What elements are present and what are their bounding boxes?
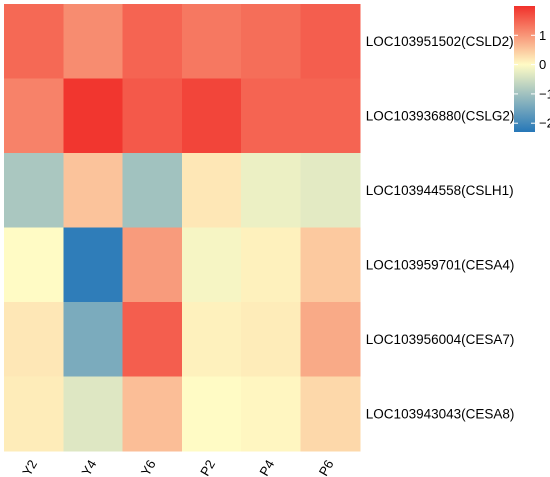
heatmap-cell-r5-c2	[122, 376, 183, 452]
heatmap-cell-r5-c5	[300, 376, 361, 452]
heatmap-cell-r0-c0	[4, 4, 64, 79]
row-labels: LOC103951502(CSLD2) LOC103936880(CSLG2) LO…	[366, 34, 515, 422]
heatmap-cell-r4-c0	[4, 302, 64, 377]
legend-tick-label: −1	[539, 86, 550, 101]
heatmap-cell-r4-c3	[181, 302, 242, 377]
heatmap-cell-r2-c0	[4, 153, 64, 228]
heatmap-cell-r4-c2	[122, 302, 183, 377]
heatmap-cell-r0-c3	[181, 4, 242, 79]
heatmap-cell-r1-c1	[63, 78, 124, 154]
heatmap-cell-r0-c5	[300, 4, 361, 79]
heatmap-cell-r2-c1	[63, 153, 124, 228]
heatmap-cell-r4-c1	[63, 302, 124, 377]
column-label: P2	[197, 457, 218, 477]
row-label: LOC103944558(CSLH1)	[366, 183, 514, 198]
heatmap-cell-r1-c0	[4, 78, 64, 154]
column-label: Y2	[19, 457, 40, 477]
heatmap-cell-r4-c5	[300, 302, 361, 377]
legend-color-bar	[514, 6, 535, 132]
heatmap-cell-r1-c4	[241, 78, 301, 154]
legend-tick-label: 0	[539, 57, 546, 72]
column-label: Y6	[138, 457, 159, 477]
heatmap-cell-r1-c3	[181, 78, 242, 154]
color-legend: 1 0 −1 −2	[514, 6, 550, 132]
heatmap-cell-r0-c1	[63, 4, 124, 79]
legend-tick-label: 1	[539, 28, 546, 43]
heatmap-cell-r3-c2	[122, 227, 183, 303]
heatmap-cell-r4-c4	[241, 302, 301, 377]
column-label: Y4	[79, 457, 100, 477]
heatmap-cell-r0-c2	[122, 4, 183, 79]
heatmap-cell-r5-c0	[4, 376, 64, 452]
column-labels: Y2 Y4 Y6 P2 P4 P6	[19, 457, 336, 477]
heatmap-cell-r0-c4	[241, 4, 301, 79]
heatmap-cell-r5-c3	[181, 376, 242, 452]
row-label: LOC103936880(CSLG2)	[366, 108, 515, 123]
column-label: P4	[256, 457, 277, 477]
heatmap-cell-r2-c5	[300, 153, 361, 228]
heatmap-cells	[4, 4, 361, 452]
heatmap-cell-r3-c4	[241, 227, 301, 303]
heatmap-cell-r5-c1	[63, 376, 124, 452]
heatmap-cell-r1-c5	[300, 78, 361, 154]
heatmap-cell-r3-c0	[4, 227, 64, 303]
heatmap-cell-r2-c4	[241, 153, 301, 228]
row-label: LOC103956004(CESA7)	[366, 332, 515, 347]
heatmap-cell-r3-c5	[300, 227, 361, 303]
row-label: LOC103951502(CSLD2)	[366, 34, 514, 49]
heatmap-cell-r5-c4	[241, 376, 301, 452]
heatmap-cell-r2-c2	[122, 153, 183, 228]
row-label: LOC103959701(CESA4)	[366, 257, 515, 272]
column-label: P6	[316, 457, 337, 477]
heatmap-cell-r3-c1	[63, 227, 124, 303]
legend-tick-label: −2	[539, 116, 550, 131]
heatmap-cell-r3-c3	[181, 227, 242, 303]
row-label: LOC103943043(CESA8)	[366, 406, 515, 421]
heatmap-cell-r1-c2	[122, 78, 183, 154]
heatmap-cell-r2-c3	[181, 153, 242, 228]
